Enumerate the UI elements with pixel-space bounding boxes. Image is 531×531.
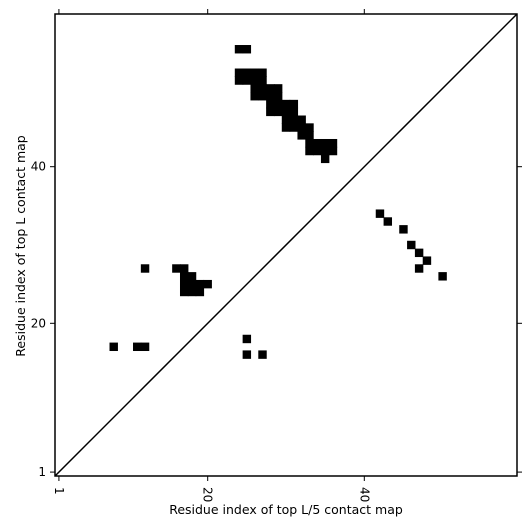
contact-cell <box>297 123 306 132</box>
contact-cell <box>281 99 291 109</box>
contact-cell <box>305 123 314 132</box>
contact-cell <box>258 76 267 85</box>
axis-ticks: 1 20 40 1 20 40 <box>31 9 522 502</box>
contact-cell <box>313 146 322 156</box>
contact-cell <box>289 107 299 117</box>
contact-cell <box>305 131 314 140</box>
contact-cell <box>281 115 291 124</box>
contact-cell <box>258 92 267 101</box>
contact-cell <box>266 99 275 109</box>
contact-cell <box>179 279 189 289</box>
contact-cell <box>328 138 338 148</box>
contact-cell <box>258 350 267 359</box>
contact-cell <box>140 342 150 352</box>
contact-cell <box>234 45 244 54</box>
x-tick-label: 20 <box>201 487 215 502</box>
contact-cell <box>422 256 432 265</box>
contact-cell <box>187 287 197 297</box>
contact-cell <box>266 92 275 101</box>
contact-cell <box>242 350 252 359</box>
y-axis-label: Residue index of top L contact map <box>13 135 28 356</box>
contact-cell <box>273 107 283 117</box>
contact-cell <box>179 272 189 281</box>
contact-cell <box>187 279 197 289</box>
contact-cell <box>273 99 283 109</box>
contact-cell <box>179 264 189 273</box>
contact-cell <box>281 123 291 132</box>
contact-cell <box>266 84 275 93</box>
contact-cell <box>273 84 283 93</box>
contact-cell <box>258 84 267 93</box>
contact-cell <box>133 342 142 352</box>
contact-cell <box>305 146 314 156</box>
contact-cell <box>242 45 252 54</box>
contact-cell <box>234 76 244 85</box>
contact-cell <box>320 146 330 156</box>
contact-cell <box>289 123 299 132</box>
contact-cell <box>242 68 252 77</box>
contact-cell <box>250 92 259 101</box>
contact-cell <box>250 76 259 85</box>
contact-cell <box>289 99 299 109</box>
contact-cell <box>179 287 189 297</box>
plot-frame <box>54 13 518 477</box>
contact-cell <box>414 264 424 273</box>
contact-cell <box>250 68 259 77</box>
contact-cell <box>297 115 306 124</box>
contact-cell <box>242 334 252 344</box>
contact-cell <box>195 287 205 297</box>
contact-cell <box>250 84 259 93</box>
contact-cell <box>414 248 424 258</box>
contact-cell <box>328 146 338 156</box>
contact-cell <box>187 272 197 281</box>
contact-cell <box>234 68 244 77</box>
contact-cell <box>172 264 181 273</box>
contact-cell <box>140 264 150 273</box>
contact-cell <box>383 217 393 226</box>
contact-cell <box>195 279 205 289</box>
contact-cell <box>313 138 322 148</box>
contact-cell <box>375 209 385 218</box>
contact-cell <box>266 107 275 117</box>
contact-cell <box>320 138 330 148</box>
contact-cell <box>297 131 306 140</box>
y-tick-label: 1 <box>38 465 46 479</box>
x-tick-label: 40 <box>357 487 371 502</box>
contact-cell <box>305 138 314 148</box>
contact-cell <box>203 279 212 289</box>
contact-cell <box>242 76 252 85</box>
diagonal-line <box>54 13 518 477</box>
contact-cell <box>320 154 330 164</box>
contact-cell <box>399 225 408 234</box>
contact-cell <box>438 272 447 281</box>
contact-cell <box>289 115 299 124</box>
contact-cell <box>281 107 291 117</box>
y-tick-label: 40 <box>31 160 46 174</box>
contact-cell <box>258 68 267 77</box>
y-tick-label: 20 <box>31 316 46 330</box>
x-axis-label: Residue index of top L/5 contact map <box>169 502 403 517</box>
contact-cell <box>109 342 118 352</box>
x-tick-label: 1 <box>52 487 66 495</box>
contact-cells <box>109 45 447 359</box>
contact-cell <box>273 92 283 101</box>
contact-cell <box>407 240 416 250</box>
